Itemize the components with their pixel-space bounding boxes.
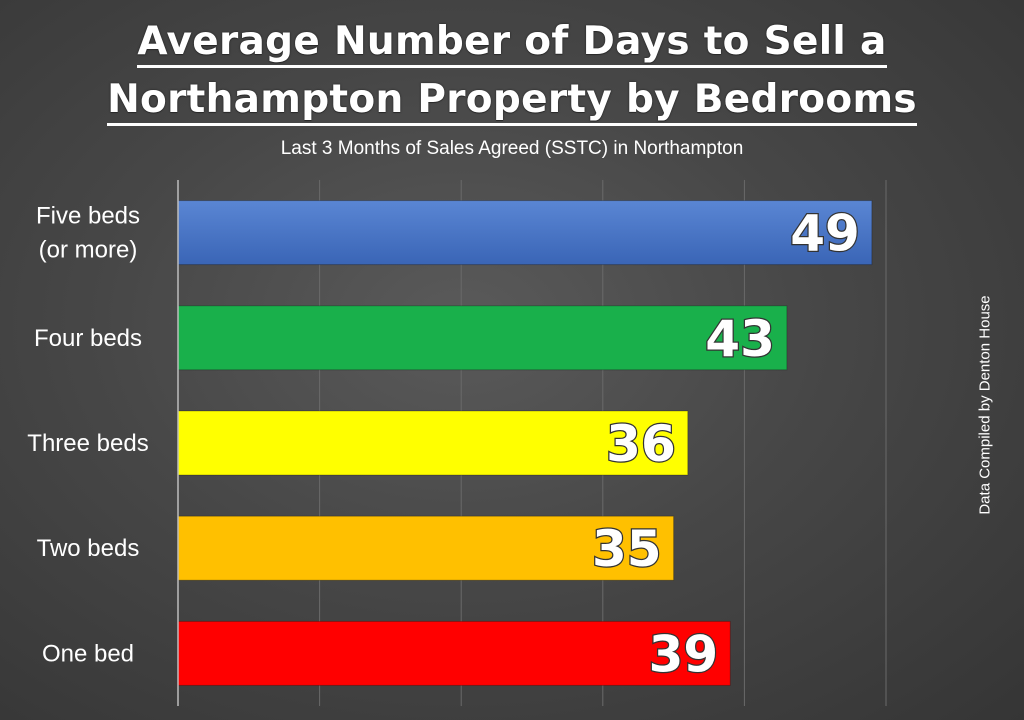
category-label-1: Four beds bbox=[34, 325, 142, 352]
chart-title-line-1-text: Average Number of Days to Sell a bbox=[137, 19, 887, 68]
category-label-4: One bed bbox=[42, 640, 134, 667]
value-label-1: 43 bbox=[705, 310, 775, 368]
category-label-3: Two beds bbox=[37, 535, 140, 562]
category-label-1-line-0: Four beds bbox=[34, 325, 142, 352]
value-label-3: 35 bbox=[592, 520, 662, 578]
category-label-3-line-0: Two beds bbox=[37, 535, 140, 562]
bar-3 bbox=[177, 515, 675, 581]
bars bbox=[177, 200, 873, 686]
chart-title-line-1: Average Number of Days to Sell a bbox=[0, 18, 1024, 68]
bar-1 bbox=[177, 305, 788, 371]
chart-title-line-2-text: Northampton Property by Bedrooms bbox=[107, 77, 917, 126]
bar-4 bbox=[177, 620, 731, 686]
category-label-0-line-0: Five beds bbox=[36, 203, 140, 230]
bar-2 bbox=[177, 410, 689, 476]
value-labels: 49 43 36 35 39 bbox=[591, 203, 861, 684]
category-label-0-line-1: (or more) bbox=[39, 237, 138, 264]
value-label-4: 39 bbox=[649, 625, 719, 683]
bar-0 bbox=[177, 200, 873, 266]
category-label-2-line-0: Three beds bbox=[27, 430, 148, 457]
category-label-0: Five beds (or more) bbox=[36, 203, 140, 264]
chart-title-line-2: Northampton Property by Bedrooms bbox=[0, 76, 1024, 126]
category-label-4-line-0: One bed bbox=[42, 640, 134, 667]
value-label-0: 49 bbox=[790, 205, 860, 263]
chart-subtitle: Last 3 Months of Sales Agreed (SSTC) in … bbox=[280, 138, 744, 159]
category-label-2: Three beds bbox=[27, 430, 148, 457]
category-labels: Five beds (or more) Four beds Three beds Two… bbox=[27, 203, 148, 668]
value-label-2: 36 bbox=[606, 415, 676, 473]
